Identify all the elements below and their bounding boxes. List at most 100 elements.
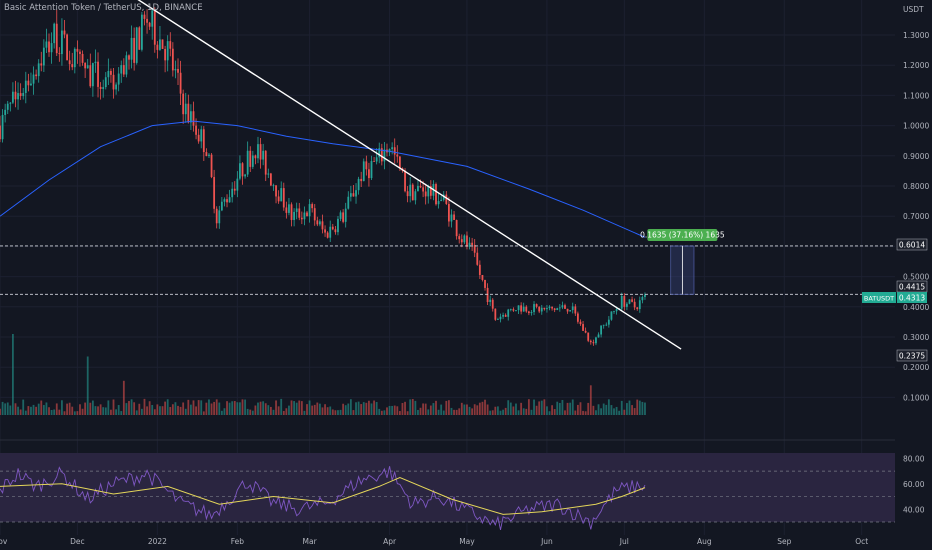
volume-bar [504,407,507,415]
volume-bar [30,406,32,415]
time-axis[interactable]: Nov Dec 2022 Feb Mar Apr May Jun Jul Aug Sep Oct [0,537,868,546]
price-tick-label: 0.4000 [903,303,929,312]
candle-body [275,185,277,197]
candle-body [117,73,120,85]
candle-body [153,10,156,45]
measure-tool[interactable]: 0.1635 (37.16%) 1635 [640,228,725,295]
candle-body [458,236,461,240]
candle-body [499,316,502,320]
volume-bar [107,400,110,415]
rsi-tick-label: 40.00 [903,505,925,514]
volume-bar [68,402,71,415]
volume-bar [489,410,492,415]
volume-bar [218,402,221,415]
candle-body [161,39,164,49]
volume-bar [53,409,56,415]
price-tick-label: 0.3000 [903,333,929,342]
price-tick-label: 0.2000 [903,363,929,372]
price-axis[interactable]: USDT 1.3000 1.2000 1.1000 1.0000 0.9000 0.800… [903,5,929,402]
candle-body [522,306,525,312]
candle-body [607,319,610,325]
trendline[interactable] [137,0,682,350]
candle-body [138,27,141,50]
candle-body [533,304,535,313]
volume-bar [435,400,437,415]
candle-body [489,299,492,303]
rsi-tick-label: 80.00 [903,454,925,463]
candle-body [435,184,437,205]
volume-bar [177,405,179,415]
volume-bar [507,400,510,415]
volume-bar [24,410,27,415]
candle-body [231,188,234,198]
volume-bar [530,409,533,415]
candle-body [579,321,582,325]
candle-body [440,199,443,202]
candle-body [102,87,105,90]
candle-body [190,111,192,123]
volume-bar [184,408,187,415]
volume-bar [313,404,316,415]
volume-bars [0,334,646,415]
volume-bar [391,405,394,415]
candle-body [427,186,430,197]
volume-bar [429,405,432,415]
candle-body [576,313,579,322]
volume-bar [515,403,517,415]
candle-body [267,173,270,175]
candle-body [218,210,221,224]
candle-body [515,310,517,311]
time-tick-label: Mar [303,537,318,546]
candle-body [391,147,394,150]
volume-bar [626,403,628,415]
rsi-ma-line [0,476,646,515]
volume-bar [146,406,148,415]
rsi-axis[interactable]: 80.00 60.00 40.00 [903,454,925,514]
candle-body [86,65,89,69]
candle-body [623,295,626,307]
volume-bar [295,402,298,415]
candle-body [383,149,386,162]
volume-bar [17,406,19,415]
candle-body [130,37,133,60]
candle-body [600,325,603,335]
volume-bar [153,409,156,415]
candle-body [342,212,345,222]
volume-bar [19,409,22,415]
candle-body [349,193,352,197]
candle-body [236,178,239,191]
volume-bar [251,410,254,415]
candle-body [484,279,486,288]
candle-body [241,163,244,177]
volume-bar [140,408,143,415]
volume-bar [360,404,363,415]
volume-bar [497,406,499,415]
candle-body [471,242,474,245]
volume-bar [311,405,314,415]
candle-body [84,62,87,69]
volume-bar [628,400,631,415]
volume-bar [130,399,133,415]
volume-bar [574,410,577,415]
candle-body [61,30,63,55]
candle-body [210,154,213,178]
candle-body [179,72,182,94]
volume-bar [66,403,68,415]
volume-bar [633,408,636,415]
time-tick-label: Dec [70,537,85,546]
candle-body [200,129,203,142]
volume-bar [104,407,107,415]
price-tick-label: 0.9000 [903,152,929,161]
volume-bar [156,404,159,415]
candle-body [558,307,561,309]
candle-body [463,235,466,243]
candle-body [249,150,252,167]
volume-bar [269,406,272,415]
volume-bar [432,403,435,415]
volume-bar [411,399,414,415]
candle-body [620,295,623,309]
candle-body [133,37,136,63]
volume-bar [398,411,401,415]
volume-bar [37,403,40,415]
